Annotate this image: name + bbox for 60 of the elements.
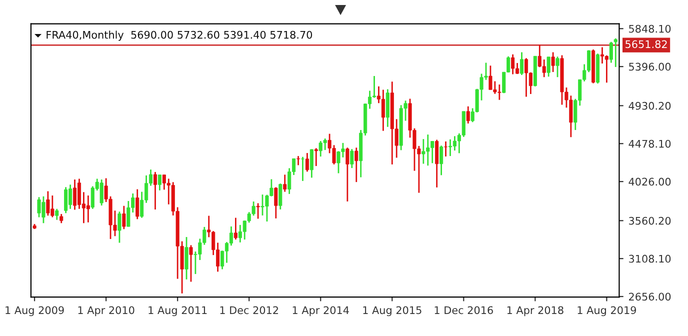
candlestick bbox=[609, 41, 613, 64]
candlestick bbox=[604, 54, 608, 84]
y-tick-label: 4930.20 bbox=[628, 102, 671, 110]
candlestick bbox=[466, 106, 470, 124]
candlestick bbox=[55, 208, 59, 221]
candlestick bbox=[444, 140, 448, 158]
y-tick-label: 3560.20 bbox=[629, 216, 671, 225]
candlestick bbox=[77, 178, 82, 210]
candlestick bbox=[184, 236, 188, 280]
candlestick bbox=[448, 138, 452, 157]
x-tick-label: 1 Apr 2018 bbox=[507, 306, 564, 316]
candlestick bbox=[158, 174, 162, 192]
y-tick-label: 4478.10 bbox=[628, 140, 671, 148]
candlestick bbox=[60, 213, 64, 224]
candlestick bbox=[546, 56, 550, 78]
candlestick bbox=[153, 171, 157, 210]
candlestick bbox=[278, 182, 282, 210]
candlestick bbox=[314, 147, 318, 167]
text: FRA40,Monthly 5690.00 5732.60 5391.40 5718.70 bbox=[46, 30, 312, 41]
candlestick bbox=[556, 56, 560, 78]
candlestick bbox=[256, 202, 260, 220]
candlestick bbox=[551, 52, 555, 73]
candlestick bbox=[440, 144, 444, 176]
candlestick bbox=[72, 178, 77, 210]
candlestick bbox=[274, 186, 278, 220]
x-tick-label: 1 Aug 2011 bbox=[148, 306, 207, 316]
x-tick-label: 1 Dec 2012 bbox=[220, 306, 278, 314]
candlestick bbox=[283, 174, 287, 192]
x-tick-label: 1 Aug 2009 bbox=[6, 306, 64, 316]
candlestick bbox=[435, 139, 439, 188]
ref-line-label: 5651.82 bbox=[626, 40, 667, 48]
candlestick bbox=[189, 244, 193, 282]
candlestick bbox=[64, 186, 68, 214]
candlestick bbox=[122, 205, 126, 230]
candlestick bbox=[118, 210, 122, 244]
y-tick-label: 4026.00 bbox=[628, 178, 671, 186]
x-tick-label: 1 Aug 2015 bbox=[363, 306, 422, 316]
y-tick-label: 5396.00 bbox=[629, 62, 671, 71]
candlestick bbox=[296, 155, 300, 166]
candlestick bbox=[511, 54, 515, 75]
candlestick bbox=[520, 52, 524, 76]
candlestick bbox=[381, 89, 385, 132]
x-tick-label: 1 Dec 2016 bbox=[434, 306, 493, 314]
candlestick bbox=[614, 38, 618, 68]
x-tick-label: 1 Apr 2010 bbox=[78, 306, 134, 316]
candlestick bbox=[136, 188, 140, 220]
y-tick-label: 5848.10 bbox=[629, 24, 671, 33]
candlestick bbox=[234, 217, 238, 240]
candlestick bbox=[350, 148, 354, 169]
candlestick bbox=[305, 152, 309, 172]
x-tick-label: 1 Apr 2014 bbox=[292, 306, 349, 316]
candlestick bbox=[300, 156, 305, 182]
candlestick bbox=[310, 148, 314, 178]
candlestick bbox=[86, 194, 90, 224]
candlestick bbox=[346, 146, 350, 202]
y-tick-label: 2656.00 bbox=[628, 292, 671, 301]
candlestick bbox=[354, 146, 358, 183]
x-tick-label: 1 Aug 2019 bbox=[578, 306, 636, 316]
candlestick bbox=[462, 110, 466, 138]
y-tick-label: 3108.10 bbox=[629, 254, 671, 263]
